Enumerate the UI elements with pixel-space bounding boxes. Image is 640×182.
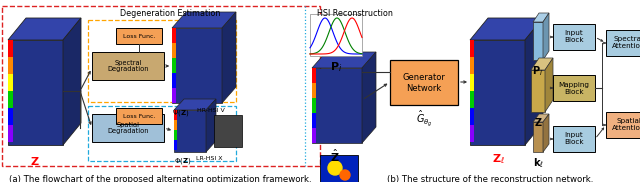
Polygon shape	[533, 22, 543, 60]
Bar	[116, 28, 162, 44]
Bar	[470, 74, 474, 91]
Bar	[390, 60, 458, 105]
Bar	[172, 43, 176, 58]
Bar	[2, 6, 320, 166]
Polygon shape	[206, 99, 216, 152]
Bar	[320, 155, 358, 182]
Bar	[92, 114, 164, 142]
Polygon shape	[63, 18, 81, 145]
Polygon shape	[470, 40, 525, 145]
Text: Loss Func.: Loss Func.	[123, 33, 156, 39]
Bar	[606, 30, 640, 56]
Text: $\mathbf{k}_\ell$: $\mathbf{k}_\ell$	[532, 156, 543, 170]
Bar	[553, 75, 595, 101]
Text: HR-HSI V: HR-HSI V	[197, 108, 225, 113]
Bar	[8, 108, 13, 125]
Bar	[470, 108, 474, 125]
Circle shape	[328, 161, 342, 175]
Bar	[470, 91, 474, 108]
Bar	[174, 140, 177, 150]
Text: $\hat{G}_{\theta_g}$: $\hat{G}_{\theta_g}$	[415, 109, 433, 129]
Text: Spatial
Attention: Spatial Attention	[612, 118, 640, 132]
Bar	[174, 120, 177, 130]
Text: Spectral
Degradation: Spectral Degradation	[108, 60, 148, 72]
Polygon shape	[174, 110, 206, 152]
Text: $\mathbf{P}_i$: $\mathbf{P}_i$	[532, 64, 543, 78]
Text: $\hat{\mathbf{Z}}$: $\hat{\mathbf{Z}}$	[330, 148, 340, 164]
Bar	[312, 83, 316, 98]
Polygon shape	[543, 114, 549, 152]
Bar	[553, 24, 595, 50]
Bar	[214, 115, 242, 147]
Polygon shape	[312, 52, 376, 68]
Text: $\Phi(\mathbf{Z})$: $\Phi(\mathbf{Z})$	[174, 156, 191, 166]
Polygon shape	[533, 13, 549, 22]
Bar	[312, 68, 316, 83]
Text: LR-HSI X: LR-HSI X	[196, 156, 223, 161]
Polygon shape	[174, 99, 216, 110]
Text: $\mathbf{Z}_\ell$: $\mathbf{Z}_\ell$	[492, 152, 504, 166]
Text: $\mathbf{Z}$: $\mathbf{Z}$	[30, 155, 40, 167]
Bar	[553, 126, 595, 152]
Bar	[88, 106, 236, 161]
Polygon shape	[543, 13, 549, 60]
Bar	[174, 110, 177, 120]
Bar	[8, 57, 13, 74]
Bar	[8, 74, 13, 91]
Bar	[88, 20, 236, 102]
Polygon shape	[533, 114, 549, 122]
Bar	[172, 58, 176, 73]
Polygon shape	[172, 12, 236, 28]
Bar	[470, 40, 474, 57]
Bar	[116, 108, 162, 124]
Bar	[8, 125, 13, 142]
Polygon shape	[362, 52, 376, 143]
Text: $\Psi(\mathbf{Z})$: $\Psi(\mathbf{Z})$	[172, 108, 189, 118]
Text: HSI Reconstruction: HSI Reconstruction	[317, 9, 393, 18]
Bar	[606, 112, 640, 138]
Text: Input
Block: Input Block	[564, 132, 584, 145]
Text: (a) The flowchart of the proposed alternating optimization framework.: (a) The flowchart of the proposed altern…	[9, 175, 311, 182]
Bar	[172, 28, 176, 43]
Text: Spectral
Attention: Spectral Attention	[612, 37, 640, 50]
Bar	[8, 40, 13, 57]
Polygon shape	[312, 68, 362, 143]
Polygon shape	[525, 18, 543, 145]
Bar	[8, 91, 13, 108]
Circle shape	[340, 170, 350, 180]
Bar	[310, 14, 362, 56]
Bar	[312, 113, 316, 128]
Polygon shape	[531, 70, 545, 112]
Polygon shape	[470, 18, 543, 40]
Text: Degeneration Estimation: Degeneration Estimation	[120, 9, 220, 18]
Polygon shape	[222, 12, 236, 103]
Text: Loss Func.: Loss Func.	[123, 114, 156, 118]
Bar	[312, 98, 316, 113]
Polygon shape	[545, 58, 553, 112]
Polygon shape	[172, 28, 222, 103]
Text: Generator
Network: Generator Network	[403, 73, 445, 93]
Text: Mapping
Block: Mapping Block	[559, 82, 589, 94]
Polygon shape	[8, 40, 63, 145]
Bar	[172, 73, 176, 88]
Bar	[312, 128, 316, 143]
Polygon shape	[531, 58, 553, 70]
Text: Spatial
Degradation: Spatial Degradation	[108, 122, 148, 134]
Polygon shape	[8, 18, 81, 40]
Bar	[470, 57, 474, 74]
Bar	[92, 52, 164, 80]
Text: (b) The structure of the reconstruction network.: (b) The structure of the reconstruction …	[387, 175, 593, 182]
Text: Input
Block: Input Block	[564, 31, 584, 43]
Bar	[174, 130, 177, 140]
Text: $\mathbf{Z}$: $\mathbf{Z}$	[534, 116, 542, 128]
Bar	[470, 125, 474, 142]
Text: $\mathbf{P}_i$: $\mathbf{P}_i$	[330, 60, 342, 74]
Polygon shape	[533, 122, 543, 152]
Bar	[172, 88, 176, 103]
